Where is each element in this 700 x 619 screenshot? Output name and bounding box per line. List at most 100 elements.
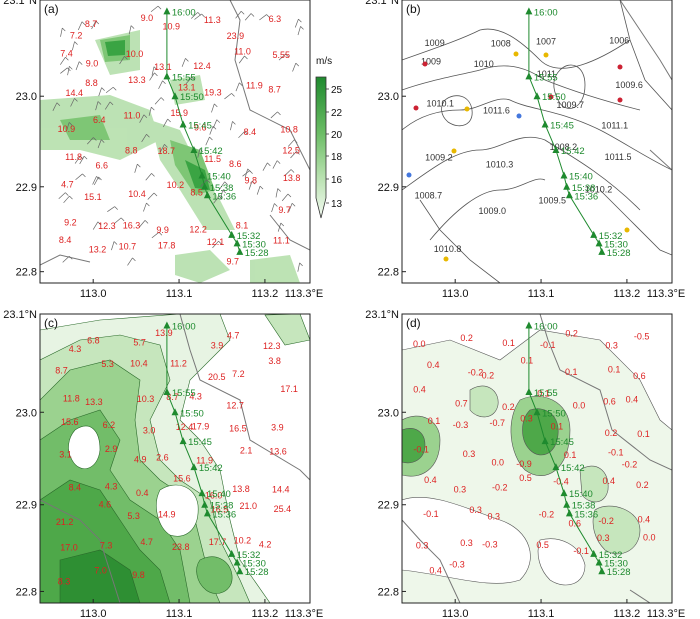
observation-value: 0.6 xyxy=(603,396,616,406)
observation-value: 7.2 xyxy=(232,369,245,379)
observation-value: 14.4 xyxy=(272,484,290,494)
observation-value: 11.8 xyxy=(63,393,80,403)
wind-barb-flag xyxy=(201,13,205,18)
observation-value: 0.2 xyxy=(482,371,495,381)
panel-a-frame xyxy=(39,0,311,284)
wind-barb xyxy=(143,202,147,212)
observation-value: 13.1 xyxy=(154,62,172,72)
observation-value: 14.9 xyxy=(158,509,176,519)
track-time-label: 15:30 xyxy=(242,559,266,570)
x-tick-label: 113.1 xyxy=(166,288,193,300)
wind-barb xyxy=(209,126,214,135)
observation-value: 0.3 xyxy=(454,485,467,495)
track-time-label: 15:36 xyxy=(574,509,598,520)
observation-value: 11.2 xyxy=(170,359,187,369)
track-markers-a: 16:00 15:55 15:50 15:45 15:42 15:4015:3815:36… xyxy=(163,7,269,259)
track-time-label: 15:28 xyxy=(607,567,631,578)
panel-b-letter: (b) xyxy=(406,2,421,16)
wind-barb-flag xyxy=(100,139,105,143)
wind-barb-flag xyxy=(82,173,86,178)
observation-value: 5.3 xyxy=(101,359,114,369)
panel-d-letter: (d) xyxy=(406,316,421,330)
observation-value: 4.7 xyxy=(140,537,153,547)
observation-value: 3.1 xyxy=(59,449,72,459)
wind-barb xyxy=(224,93,232,100)
observation-value: 15.6 xyxy=(173,473,191,483)
observation-value: -0.3 xyxy=(482,540,498,550)
wind-barb-flag xyxy=(216,119,221,123)
wind-barb xyxy=(242,170,250,177)
track-time-label: 15:50 xyxy=(180,408,204,419)
wind-barb xyxy=(151,232,160,239)
wind-barb xyxy=(275,188,279,198)
observation-value: 0.3 xyxy=(605,340,618,350)
wind-barb xyxy=(270,111,278,119)
y-tick-label: 23.1°N xyxy=(3,0,37,7)
x-tick-label: 113.2 xyxy=(614,288,641,300)
wind-barb-flag xyxy=(277,111,281,116)
wind-barb-flag xyxy=(224,181,228,186)
wind-barb xyxy=(105,86,114,94)
track-time-label: 15:45 xyxy=(550,121,574,132)
wind-barb xyxy=(95,101,99,111)
track-time-label: 15:42 xyxy=(561,463,585,474)
observation-value: 7.2 xyxy=(70,31,83,41)
wind-barb-flag xyxy=(167,118,171,123)
wind-barb xyxy=(297,262,300,272)
track-time-label: 15:50 xyxy=(542,92,566,103)
x-tick-label: 113.0 xyxy=(442,608,469,619)
x-tick-label: 113.3°E xyxy=(647,288,685,300)
track-time-label: 15:32 xyxy=(599,550,623,561)
wind-barb xyxy=(119,56,125,65)
track-time-label: 15:45 xyxy=(188,437,212,448)
observation-value: -0.5 xyxy=(634,332,650,342)
wind-barb xyxy=(294,18,299,28)
wind-barb xyxy=(244,13,252,21)
wind-barb-flag xyxy=(137,163,141,168)
observation-value: -0.2 xyxy=(492,482,508,492)
wind-barb xyxy=(92,221,99,230)
observation-value: 0.1 xyxy=(428,416,441,426)
wind-barb-flag xyxy=(113,241,118,245)
observation-value: 15.6 xyxy=(61,417,79,427)
panel-c: 4.36.8 5.713.93.94.712.38.75.3 10.4 11.220.… xyxy=(39,313,311,604)
track-marker xyxy=(236,247,244,255)
observation-value: 10.4 xyxy=(128,189,146,199)
wind-barb-flag xyxy=(300,26,304,30)
isobar-label: 1011.1 xyxy=(601,120,628,130)
panel-c-letter: (c) xyxy=(44,316,58,330)
observation-value: 0.3 xyxy=(460,538,473,548)
y-tick-label: 22.8 xyxy=(378,586,399,598)
observation-value: 0.6 xyxy=(569,519,582,529)
observation-value: 0.4 xyxy=(424,475,437,485)
observation-value: -0.2 xyxy=(539,510,555,520)
wind-barb xyxy=(162,118,168,128)
observation-value: 0.4 xyxy=(429,566,442,576)
isobar-labels: 1009 1008 1007 1006 1009 1010 1011 1009.6 1010.1… xyxy=(415,35,643,254)
observation-value: 11.5 xyxy=(204,154,221,164)
track-time-label: 15:55 xyxy=(534,72,558,83)
wind-barb xyxy=(212,240,219,249)
wind-barb-flag xyxy=(185,58,189,62)
observation-value: 10.2 xyxy=(167,180,185,190)
observation-value: -0.1 xyxy=(423,509,439,519)
observations-d: 0.00.20.1 -0.10.20.3-0.50.4-0.20.20.10.1 0… xyxy=(413,329,656,576)
wind-barb xyxy=(145,173,152,181)
track-marker xyxy=(201,182,209,190)
wind-barb-flag xyxy=(157,5,162,10)
wind-barb xyxy=(149,72,155,81)
observation-value: -0.3 xyxy=(453,420,469,430)
observation-value: 12.3 xyxy=(98,221,116,231)
track-time-label: 15:38 xyxy=(210,501,234,512)
wind-barb-flag xyxy=(96,176,100,180)
wind-barb-flag xyxy=(65,56,69,61)
track-marker xyxy=(552,463,560,471)
observation-value: 4.6 xyxy=(99,500,112,510)
observation-value: 13.3 xyxy=(85,397,103,407)
wind-speed-contours-c xyxy=(40,314,310,603)
observation-value: 6.6 xyxy=(96,160,109,170)
observation-value: 4.2 xyxy=(259,539,272,549)
observation-value: 0.1 xyxy=(551,421,564,431)
observation-value: 18.7 xyxy=(157,146,175,156)
wind-barb xyxy=(278,53,286,61)
